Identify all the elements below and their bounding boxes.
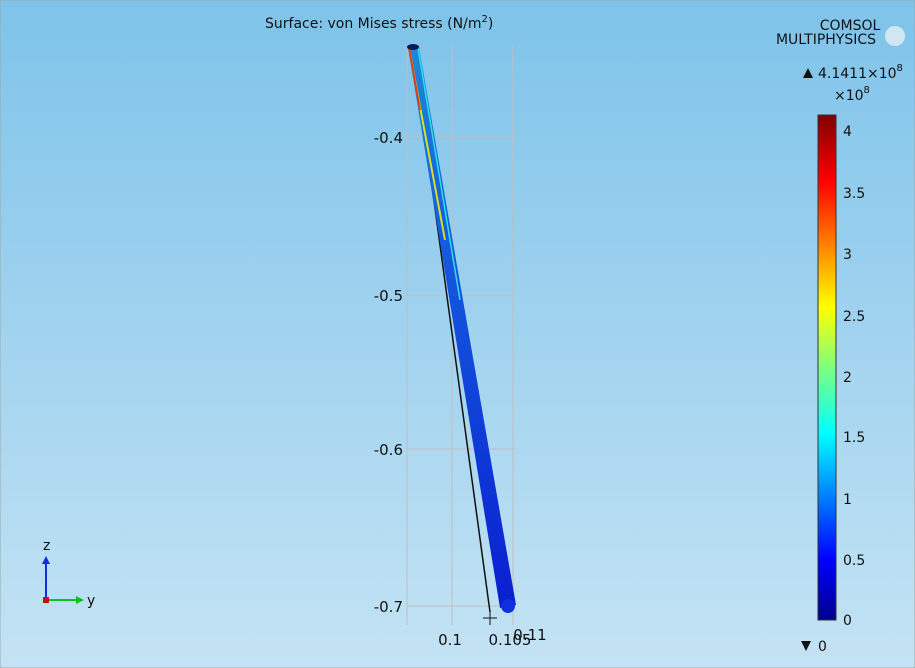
colorbar-tick: 0.5 bbox=[843, 553, 865, 569]
colorbar-tick: 3 bbox=[843, 247, 852, 263]
colorbar-tick: 4 bbox=[843, 124, 852, 140]
y-tick-label: -0.6 bbox=[374, 441, 403, 459]
colorbar-tick: 2 bbox=[843, 370, 852, 386]
colorbar-tick: 3.5 bbox=[843, 186, 865, 202]
y-tick-label: -0.4 bbox=[374, 129, 403, 147]
x-tick-label: 0.1 bbox=[438, 631, 462, 649]
logo-line2: MULTIPHYSICS bbox=[776, 32, 876, 48]
colorbar-gradient bbox=[818, 115, 836, 620]
y-tick-label: -0.7 bbox=[374, 598, 403, 616]
colorbar-min: 0 bbox=[818, 639, 827, 655]
plot-title: Surface: von Mises stress (N/m2) bbox=[265, 14, 493, 32]
triad-y: y bbox=[87, 593, 95, 609]
logo-icon bbox=[885, 26, 905, 46]
colorbar-tick: 2.5 bbox=[843, 309, 865, 325]
viewport: Surface: von Mises stress (N/m2) COMSOL … bbox=[0, 0, 915, 668]
colorbar-tick: 0 bbox=[843, 613, 852, 629]
colorbar-tick: 1 bbox=[843, 492, 852, 508]
colorbar-max: 4.1411×108 bbox=[818, 63, 903, 82]
colorbar-tick: 1.5 bbox=[843, 430, 865, 446]
x-tick-label: 0.11 bbox=[513, 626, 546, 644]
page: Surface: von Mises stress (N/m2) COMSOL … bbox=[0, 0, 915, 668]
y-tick-label: -0.5 bbox=[374, 287, 403, 305]
triad-z: z bbox=[43, 538, 50, 554]
